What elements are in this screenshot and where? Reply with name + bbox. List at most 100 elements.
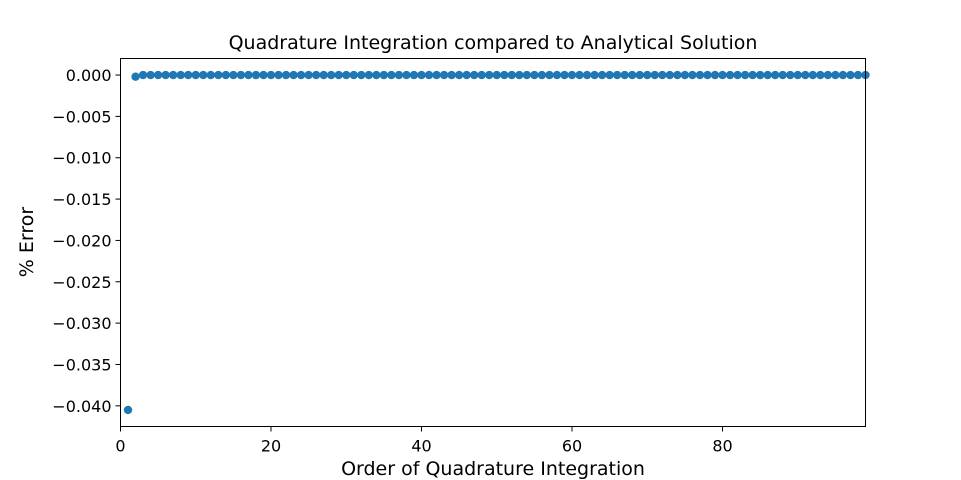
- data-point: [259, 70, 268, 80]
- data-point: [740, 70, 750, 80]
- data-point: [289, 70, 298, 80]
- data-point: [266, 70, 276, 80]
- data-point: [552, 70, 562, 80]
- data-point: [718, 70, 727, 80]
- data-point: [658, 70, 667, 80]
- chart-title: Quadrature Integration compared to Analy…: [229, 32, 758, 54]
- data-point: [214, 70, 223, 80]
- data-point: [582, 70, 592, 80]
- data-point: [206, 70, 216, 80]
- x-tick-label: 60: [562, 437, 582, 456]
- y-tick-label: 0.000: [66, 66, 112, 85]
- data-points: [123, 70, 870, 415]
- data-point: [786, 70, 795, 80]
- y-axis-ticks: 0.000 −0.005 −0.010 −0.015 −0.020 −0.025 −0.03…: [52, 66, 121, 416]
- data-point: [612, 70, 622, 80]
- x-tick-label: 80: [712, 437, 732, 456]
- y-tick-label: −0.010: [52, 149, 111, 168]
- data-point: [462, 70, 471, 80]
- data-point: [417, 70, 426, 80]
- data-point: [402, 70, 411, 80]
- data-point: [432, 70, 441, 80]
- data-point: [545, 70, 554, 80]
- data-point: [244, 70, 253, 80]
- data-point: [770, 70, 780, 80]
- data-point: [161, 70, 170, 80]
- data-point: [123, 405, 133, 415]
- data-point: [199, 70, 208, 80]
- x-tick-label: 20: [261, 437, 281, 456]
- data-point: [703, 70, 712, 80]
- data-point: [221, 70, 231, 80]
- data-point: [808, 70, 818, 80]
- data-point: [364, 70, 374, 80]
- data-point: [801, 70, 810, 80]
- data-point: [394, 70, 404, 80]
- data-point: [635, 70, 644, 80]
- data-point: [567, 70, 577, 80]
- data-point: [688, 70, 697, 80]
- data-point: [439, 70, 449, 80]
- data-point: [620, 70, 629, 80]
- data-point: [500, 70, 509, 80]
- data-point: [853, 70, 863, 80]
- data-point: [168, 70, 178, 80]
- data-point: [755, 70, 765, 80]
- data-point: [537, 70, 547, 80]
- data-point: [131, 72, 140, 81]
- data-point: [665, 70, 675, 80]
- data-point: [379, 70, 389, 80]
- data-point: [763, 70, 772, 80]
- data-point: [522, 70, 532, 80]
- data-point: [387, 70, 396, 80]
- data-point: [281, 70, 291, 80]
- data-point: [823, 70, 833, 80]
- data-point: [176, 70, 185, 80]
- data-point: [560, 70, 569, 80]
- data-point: [710, 70, 720, 80]
- data-point: [590, 70, 599, 80]
- y-tick-label: −0.005: [52, 107, 111, 126]
- data-point: [319, 70, 328, 80]
- x-axis-ticks: 0 20 40 60 80: [115, 426, 733, 456]
- data-point: [628, 70, 637, 80]
- y-tick-label: −0.015: [52, 190, 111, 209]
- x-axis-label: Order of Quadrature Integration: [341, 458, 645, 480]
- data-point: [816, 70, 825, 80]
- data-point: [296, 70, 306, 80]
- data-point: [733, 70, 742, 80]
- plot-frame: [120, 58, 866, 427]
- data-point: [146, 70, 155, 80]
- data-point: [334, 70, 343, 80]
- data-point: [695, 70, 705, 80]
- data-point: [424, 70, 434, 80]
- data-point: [191, 70, 200, 80]
- data-point: [409, 70, 419, 80]
- x-tick-label: 40: [411, 437, 431, 456]
- data-point: [748, 70, 757, 80]
- data-point: [327, 70, 336, 80]
- data-point: [530, 70, 539, 80]
- data-point: [605, 70, 614, 80]
- data-point: [673, 70, 682, 80]
- data-point: [597, 70, 607, 80]
- data-point: [575, 70, 584, 80]
- data-point: [357, 70, 366, 80]
- y-tick-label: −0.030: [52, 314, 111, 333]
- data-point: [507, 70, 517, 80]
- y-tick-label: −0.025: [52, 273, 111, 292]
- data-point: [477, 70, 486, 80]
- data-point: [793, 70, 802, 80]
- data-point: [311, 70, 321, 80]
- data-point: [846, 70, 855, 80]
- data-point: [515, 70, 524, 80]
- data-point: [447, 70, 456, 80]
- data-point: [838, 70, 848, 80]
- y-tick-label: −0.040: [52, 397, 111, 416]
- data-point: [372, 70, 381, 80]
- data-point: [469, 70, 479, 80]
- data-point: [643, 70, 652, 80]
- data-point: [184, 70, 193, 80]
